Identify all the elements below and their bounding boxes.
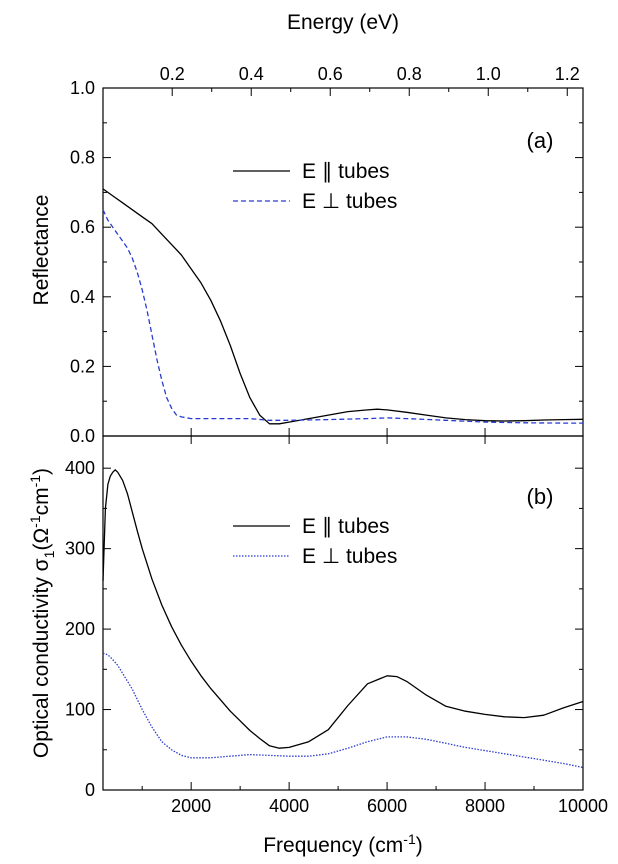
y-tick-label-b: 100 [65, 700, 95, 720]
series-line-a-parallel [102, 188, 584, 425]
y-tick-label-b: 0 [85, 780, 95, 800]
x-tick-label: 10000 [558, 796, 608, 816]
legend-label-a-0: E ∥ tubes [302, 160, 390, 183]
y-tick-label-a: 0.6 [70, 217, 95, 237]
y-tick-label-a: 1.0 [70, 78, 95, 98]
y-tick-label-a: 0.0 [70, 426, 95, 446]
top-axis-title-group: Energy (eV) [287, 11, 399, 34]
series-line-a-perpendicular [102, 209, 583, 424]
legend-label-b-0: E ∥ tubes [302, 515, 390, 538]
x-axis-title: Frequency (cm-1) [263, 831, 423, 857]
series-line-b-parallel [102, 469, 584, 749]
top-x-tick-label: 1.2 [555, 64, 580, 84]
y-axis-title-b-group: Optical conductivity σ1(Ω-1cm-1) [27, 468, 57, 758]
top-x-tick-label: 1.0 [476, 64, 501, 84]
panel-label-b: (b) [527, 484, 554, 509]
panel-label-a: (a) [527, 128, 554, 153]
y-axis-title-a-group: Reflectance [30, 195, 53, 306]
x-tick-label: 8000 [465, 796, 505, 816]
series-line-b-perpendicular [102, 652, 584, 769]
top-x-tick-label: 0.2 [160, 64, 185, 84]
x-tick-label: 6000 [367, 796, 407, 816]
top-x-axis-title: Energy (eV) [287, 11, 399, 34]
panel-b-optical-conductivity: 0 100 200 300 400 2000 4000 6000 8000 10000 (b) E ∥… [65, 435, 608, 816]
y-tick-label-a: 0.4 [70, 287, 95, 307]
panel-a-reflectance: 0.0 0.2 0.4 0.6 0.8 1.0 0.2 0.4 0.6 0.8 1.0 1.2 (a) E… [70, 64, 584, 446]
y-tick-label-b: 200 [65, 619, 95, 639]
top-x-tick-label: 0.8 [397, 64, 422, 84]
top-x-tick-label: 0.4 [239, 64, 264, 84]
y-axis-title-conductivity: Optical conductivity σ1(Ω-1cm-1) [27, 468, 57, 758]
y-tick-label-b: 400 [65, 458, 95, 478]
plot-frame-b [102, 435, 584, 791]
x-tick-label: 4000 [269, 796, 309, 816]
y-tick-label-a: 0.8 [70, 148, 95, 168]
legend-label-b-1: E ⊥ tubes [302, 545, 397, 568]
top-x-tick-label: 0.6 [318, 64, 343, 84]
x-tick-label: 2000 [171, 796, 211, 816]
x-axis-title-group: Frequency (cm-1) [263, 831, 423, 857]
y-axis-title-reflectance: Reflectance [30, 195, 53, 306]
plot-frame-a [102, 87, 584, 437]
y-tick-label-b: 300 [65, 539, 95, 559]
y-tick-label-a: 0.2 [70, 356, 95, 376]
legend-label-a-1: E ⊥ tubes [302, 190, 397, 213]
